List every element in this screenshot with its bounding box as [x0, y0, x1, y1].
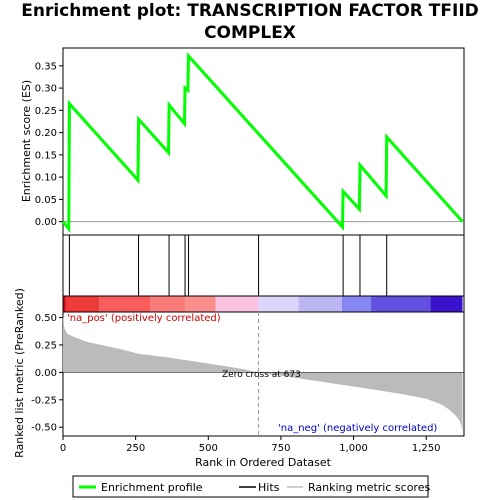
metric-y-tick-label: -0.25	[31, 395, 57, 406]
x-axis-ticks: 0 250 500 750 1,000 1,250	[60, 436, 441, 454]
es-y-tick-label: 0.00	[35, 217, 57, 228]
chart-title: Enrichment plot: TRANSCRIPTION FACTOR TF…	[21, 1, 479, 43]
metric-y-axis-title: Ranked list metric (PreRanked)	[13, 288, 26, 458]
heatmap-band	[185, 296, 216, 312]
legend-enrichment-label: Enrichment profile	[101, 481, 203, 494]
heatmap-band	[371, 296, 431, 312]
x-tick-label: 250	[126, 443, 145, 454]
es-y-tick-label: 0.25	[35, 106, 57, 117]
x-axis-title: Rank in Ordered Dataset	[195, 456, 332, 469]
enrichment-profile-line	[61, 52, 464, 234]
metric-y-tick-label: -0.50	[31, 423, 57, 434]
metric-y-ticks: 0.50 0.25 0.00 -0.25 -0.50	[31, 313, 63, 434]
x-tick-label: 500	[199, 443, 218, 454]
heatmap-band	[65, 296, 100, 312]
zero-cross-label: Zero cross at 673	[222, 370, 301, 380]
x-tick-label: 0	[60, 443, 66, 454]
neg-label: 'na_neg' (negatively correlated)	[278, 423, 437, 434]
rank-heatmap	[63, 296, 463, 312]
x-tick-label: 1,250	[412, 443, 441, 454]
hits-panel-frame	[62, 234, 465, 297]
heatmap-band	[341, 296, 372, 312]
legend-hits-label: Hits	[258, 481, 280, 494]
metric-y-tick-label: 0.50	[35, 313, 57, 324]
metric-y-tick-label: 0.25	[35, 340, 57, 351]
legend: Enrichment profile Hits Ranking metric s…	[72, 475, 430, 498]
x-tick-label: 750	[271, 443, 290, 454]
x-tick-label: 1,000	[339, 443, 368, 454]
heatmap-band	[63, 296, 66, 312]
pos-label: 'na_pos' (positively correlated)	[67, 313, 221, 324]
heatmap-band	[150, 296, 186, 312]
es-y-tick-label: 0.35	[35, 61, 57, 72]
heatmap-band	[99, 296, 151, 312]
heatmap-band	[430, 296, 463, 312]
es-y-axis-title: Enrichment score (ES)	[20, 80, 33, 202]
es-y-tick-label: 0.30	[35, 84, 57, 95]
heatmap-band	[298, 296, 342, 312]
es-y-tick-label: 0.05	[35, 195, 57, 206]
es-y-ticks: 0.00 0.05 0.10 0.15 0.20 0.25 0.30 0.35	[35, 61, 63, 228]
es-y-tick-label: 0.15	[35, 150, 57, 161]
es-y-tick-label: 0.10	[35, 173, 57, 184]
metric-y-tick-label: 0.00	[35, 368, 57, 379]
ranking-metric-area	[63, 315, 463, 433]
es-y-tick-label: 0.20	[35, 128, 57, 139]
hits-marks	[68, 235, 388, 296]
legend-metric-label: Ranking metric scores	[308, 481, 430, 494]
heatmap-band	[215, 296, 259, 312]
heatmap-band	[258, 296, 299, 312]
